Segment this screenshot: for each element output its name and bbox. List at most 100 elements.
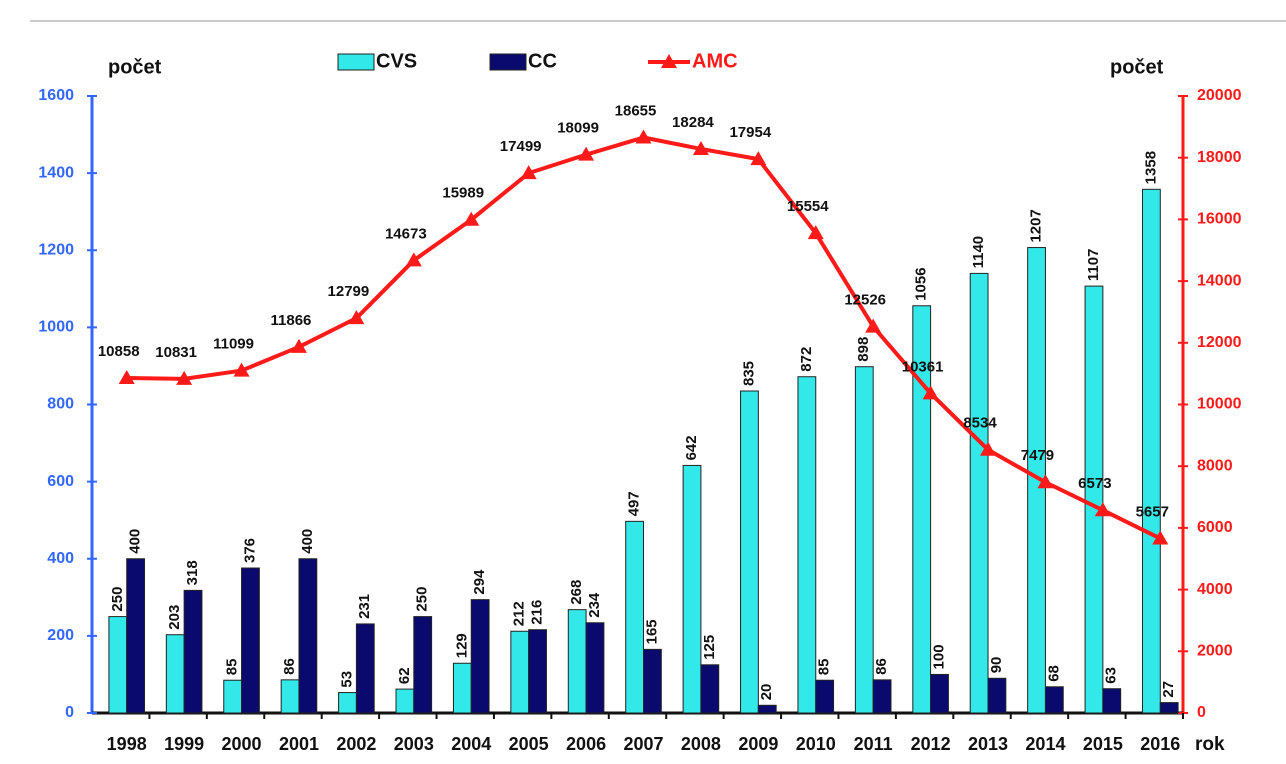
bar <box>510 630 530 714</box>
bar-value-label: 376 <box>241 538 258 563</box>
y-tick-label: 400 <box>47 550 74 567</box>
y2-tick-label: 8000 <box>1197 457 1233 474</box>
bar <box>567 609 587 714</box>
bar <box>470 599 490 714</box>
line-value-label: 17499 <box>500 138 542 155</box>
x-tick-label: 2001 <box>279 734 319 754</box>
bar-value-label: 216 <box>529 600 546 625</box>
bar <box>930 673 949 714</box>
bar-value-label: 63 <box>1103 667 1120 684</box>
bar-value-label: 85 <box>224 659 241 676</box>
bar-value-label: 212 <box>511 601 528 626</box>
bar <box>165 634 185 714</box>
marker <box>635 129 652 144</box>
y-tick-label: 200 <box>47 627 74 644</box>
bar <box>1159 702 1179 714</box>
legend-swatch <box>337 53 375 71</box>
line-value-label: 18284 <box>672 114 714 131</box>
bar <box>223 679 243 714</box>
line-value-label: 8534 <box>963 415 997 432</box>
marker <box>1152 530 1169 545</box>
bar-value-label: 27 <box>1160 681 1177 698</box>
marker <box>176 370 193 385</box>
bar-value-label: 497 <box>626 491 643 516</box>
marker <box>807 225 824 240</box>
bar <box>298 558 318 714</box>
line-value-label: 17954 <box>729 124 771 141</box>
bar <box>338 692 357 714</box>
bar <box>815 679 835 714</box>
line-value-label: 18655 <box>615 102 657 119</box>
marker <box>980 441 997 456</box>
y-tick-label: 800 <box>47 396 74 413</box>
y-tick-label: 0 <box>65 704 74 721</box>
y-tick-label: 1600 <box>38 87 74 104</box>
x-tick-label: 1998 <box>107 734 147 754</box>
legend-label: AMC <box>692 50 738 72</box>
bar-value-label: 898 <box>855 337 872 362</box>
bar-value-label: 250 <box>109 587 126 612</box>
line-value-label: 6573 <box>1078 475 1111 492</box>
y2-tick-label: 6000 <box>1197 519 1233 536</box>
x-tick-label: 2013 <box>968 734 1008 754</box>
bar-value-label: 268 <box>568 580 585 605</box>
line-value-label: 14673 <box>385 225 427 242</box>
x-tick-label: 2002 <box>336 734 376 754</box>
x-tick-label: 2007 <box>623 734 663 754</box>
y-axis-label: počet <box>108 56 162 78</box>
bar <box>108 616 128 714</box>
legend-marker <box>661 54 677 68</box>
bar <box>643 648 662 714</box>
bar <box>969 272 989 714</box>
marker <box>348 310 365 325</box>
marker <box>1037 474 1054 489</box>
x-tick-label: 2000 <box>222 734 262 754</box>
y-tick-label: 1200 <box>38 241 74 258</box>
bar <box>183 589 203 714</box>
y2-tick-label: 4000 <box>1197 581 1233 598</box>
line-value-label: 5657 <box>1136 503 1169 520</box>
x-tick-label: 2008 <box>681 734 721 754</box>
bar <box>700 664 720 714</box>
bar-value-label: 1207 <box>1028 209 1045 242</box>
bar-value-label: 294 <box>471 569 488 595</box>
bar-value-label: 203 <box>166 605 183 630</box>
bar <box>854 366 874 714</box>
bar <box>528 629 547 714</box>
bar-value-label: 86 <box>281 658 298 675</box>
marker <box>463 211 480 226</box>
line-value-label: 12799 <box>328 283 370 300</box>
bar-value-label: 62 <box>396 667 413 684</box>
line-value-label: 11099 <box>213 336 254 353</box>
bar-value-label: 872 <box>798 347 815 372</box>
y2-tick-label: 18000 <box>1197 149 1242 166</box>
x-tick-label: 2015 <box>1083 734 1123 754</box>
bar-value-label: 400 <box>127 529 144 554</box>
y2-tick-label: 10000 <box>1197 396 1242 413</box>
marker <box>922 385 939 400</box>
bar <box>1141 188 1161 714</box>
bar-value-label: 90 <box>988 657 1005 674</box>
y2-tick-label: 2000 <box>1197 643 1233 660</box>
bar <box>682 464 702 714</box>
bar <box>912 305 932 714</box>
bar-value-label: 86 <box>873 658 890 675</box>
bar-value-label: 68 <box>1045 665 1062 682</box>
x-tick-label: 2005 <box>509 734 549 754</box>
bar-value-label: 250 <box>414 587 431 612</box>
y-tick-label: 1400 <box>38 164 74 181</box>
marker <box>1094 502 1111 517</box>
bar <box>625 520 644 714</box>
bar-value-label: 20 <box>758 684 775 701</box>
bar-value-label: 165 <box>643 619 660 644</box>
bar-value-label: 1107 <box>1085 249 1102 282</box>
x-axis-label: rok <box>1195 734 1225 755</box>
line-value-label: 10361 <box>902 358 944 375</box>
x-tick-label: 2011 <box>854 734 893 754</box>
bar <box>413 616 433 714</box>
bar <box>872 679 892 714</box>
bar-value-label: 234 <box>586 592 603 618</box>
bar-value-label: 100 <box>930 644 947 669</box>
y-tick-label: 1000 <box>38 319 74 336</box>
bar-value-label: 53 <box>338 671 355 688</box>
